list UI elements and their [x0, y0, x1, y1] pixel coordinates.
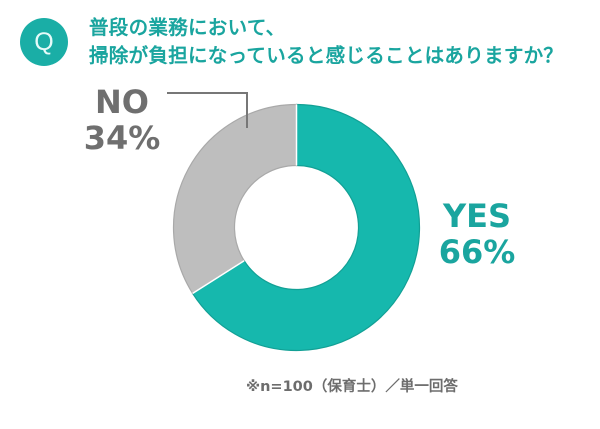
- yes-label: YES 66%: [432, 198, 522, 270]
- question-line-2: 掃除が負担になっていると感じることはありますか？: [89, 44, 564, 67]
- no-leader-line: [167, 92, 248, 128]
- yes-label-percent: 66%: [438, 233, 516, 271]
- question-line-1: 普段の業務において、: [89, 16, 286, 39]
- question-title: 普段の業務において、 掃除が負担になっていると感じることはありますか？: [89, 14, 563, 70]
- no-label: NO 34%: [77, 84, 167, 156]
- sample-footnote: ※n=100（保育士）／単一回答: [246, 379, 458, 395]
- no-label-name: NO: [95, 83, 149, 121]
- question-badge: Q: [20, 18, 68, 66]
- donut-slices: [172, 103, 421, 352]
- slice-no: [172, 103, 298, 295]
- yes-label-name: YES: [442, 197, 512, 235]
- slice-yes: [191, 103, 421, 352]
- no-label-percent: 34%: [83, 119, 161, 157]
- slice-separator: [192, 260, 245, 295]
